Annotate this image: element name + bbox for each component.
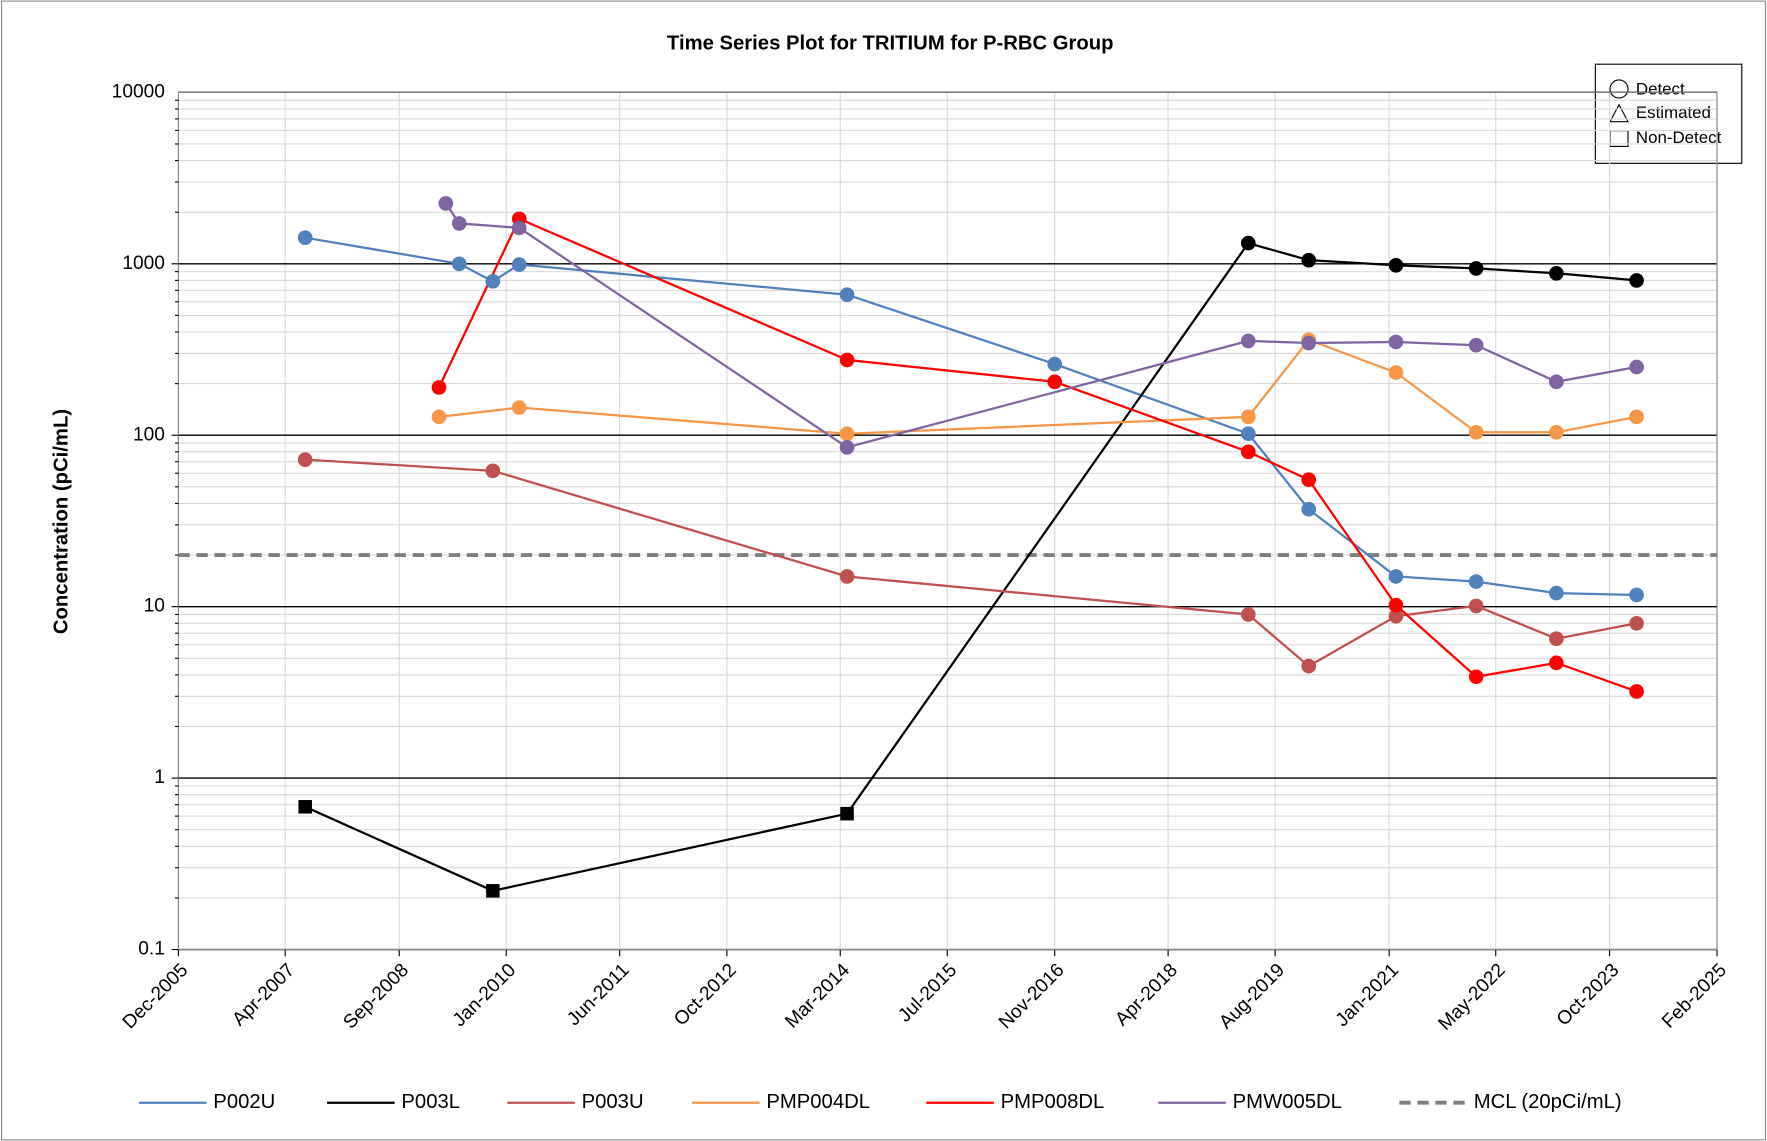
data-point: [839, 426, 855, 442]
data-point: [1047, 374, 1063, 390]
data-point: [1468, 669, 1484, 685]
data-point: [1468, 261, 1484, 276]
data-point: [839, 352, 855, 368]
data-point: [298, 800, 312, 814]
data-point: [431, 409, 447, 425]
y-tick-label: 10: [144, 596, 165, 617]
marker-legend-icon: [1609, 79, 1629, 99]
y-tick-label: 100: [133, 424, 165, 445]
data-point: [511, 257, 527, 272]
data-point: [451, 216, 467, 231]
data-point: [1549, 631, 1564, 647]
data-point: [1047, 356, 1063, 372]
data-point: [1388, 608, 1404, 624]
legend-label: PMP004DL: [766, 1091, 870, 1113]
series-line: [437, 217, 1637, 693]
marker-legend-label: Estimated: [1636, 103, 1711, 122]
grid: [177, 91, 1718, 951]
data-point: [839, 440, 855, 455]
data-point: [1549, 424, 1564, 440]
y-tick-label: 1: [154, 767, 165, 788]
data-point: [1240, 426, 1256, 442]
legend-label: MCL (20pCi/mL): [1474, 1091, 1622, 1113]
data-point: [1388, 257, 1404, 273]
data-point: [1388, 597, 1404, 613]
data-point: [1549, 265, 1564, 281]
data-point: [511, 220, 527, 236]
data-point: [1388, 365, 1404, 380]
data-point: [485, 274, 501, 289]
y-tick-label: 10000: [112, 81, 165, 102]
legend-label: P003L: [401, 1091, 460, 1113]
data-point: [297, 452, 313, 468]
data-point: [297, 230, 313, 246]
data-point: [1468, 574, 1484, 589]
data-point: [485, 463, 501, 479]
data-point: [1629, 273, 1644, 288]
data-point: [1301, 658, 1317, 674]
data-point: [1240, 607, 1256, 622]
data-point: [1468, 598, 1484, 614]
data-point: [1629, 359, 1644, 375]
data-point: [1549, 585, 1564, 601]
series-line: [444, 202, 1637, 449]
data-point: [451, 256, 467, 272]
data-point: [438, 196, 454, 211]
data-point: [1301, 472, 1317, 488]
y-axis-label: Concentration (pCi/mL): [51, 409, 73, 634]
y-tick-label: 0.1: [138, 939, 165, 960]
legend-label: P002U: [213, 1091, 275, 1113]
data-point: [486, 884, 500, 898]
data-point: [839, 569, 855, 584]
data-point: [1629, 587, 1644, 603]
data-point: [1468, 337, 1484, 353]
data-point: [431, 380, 447, 395]
legend-label: P003U: [582, 1091, 644, 1113]
data-point: [1240, 235, 1256, 251]
data-point: [1301, 501, 1317, 517]
data-point: [1240, 333, 1256, 349]
data-point: [1301, 335, 1317, 351]
marker-legend-icon: [1609, 103, 1629, 123]
data-point: [1629, 615, 1644, 631]
data-point: [1629, 409, 1644, 425]
marker-legend-label: Non-Detect: [1636, 128, 1722, 147]
chart-title: Time Series Plot for TRITIUM for P-RBC G…: [667, 32, 1114, 54]
data-point: [1549, 655, 1564, 671]
data-point: [1468, 424, 1484, 440]
data-point: [1388, 569, 1404, 584]
legend-label: PMP008DL: [1001, 1091, 1105, 1113]
data-point: [511, 400, 527, 415]
data-point: [839, 287, 855, 303]
plot-frame: [177, 91, 1718, 951]
y-tick-label: 1000: [122, 253, 165, 274]
marker-legend-label: Detect: [1636, 80, 1685, 99]
data-point: [1629, 684, 1644, 699]
data-point: [1549, 374, 1564, 390]
legend-label: PMW005DL: [1233, 1091, 1342, 1113]
data-point: [1240, 444, 1256, 460]
data-point: [840, 806, 854, 821]
data-point: [1388, 334, 1404, 350]
data-point: [1301, 252, 1317, 268]
data-point: [1240, 409, 1256, 425]
